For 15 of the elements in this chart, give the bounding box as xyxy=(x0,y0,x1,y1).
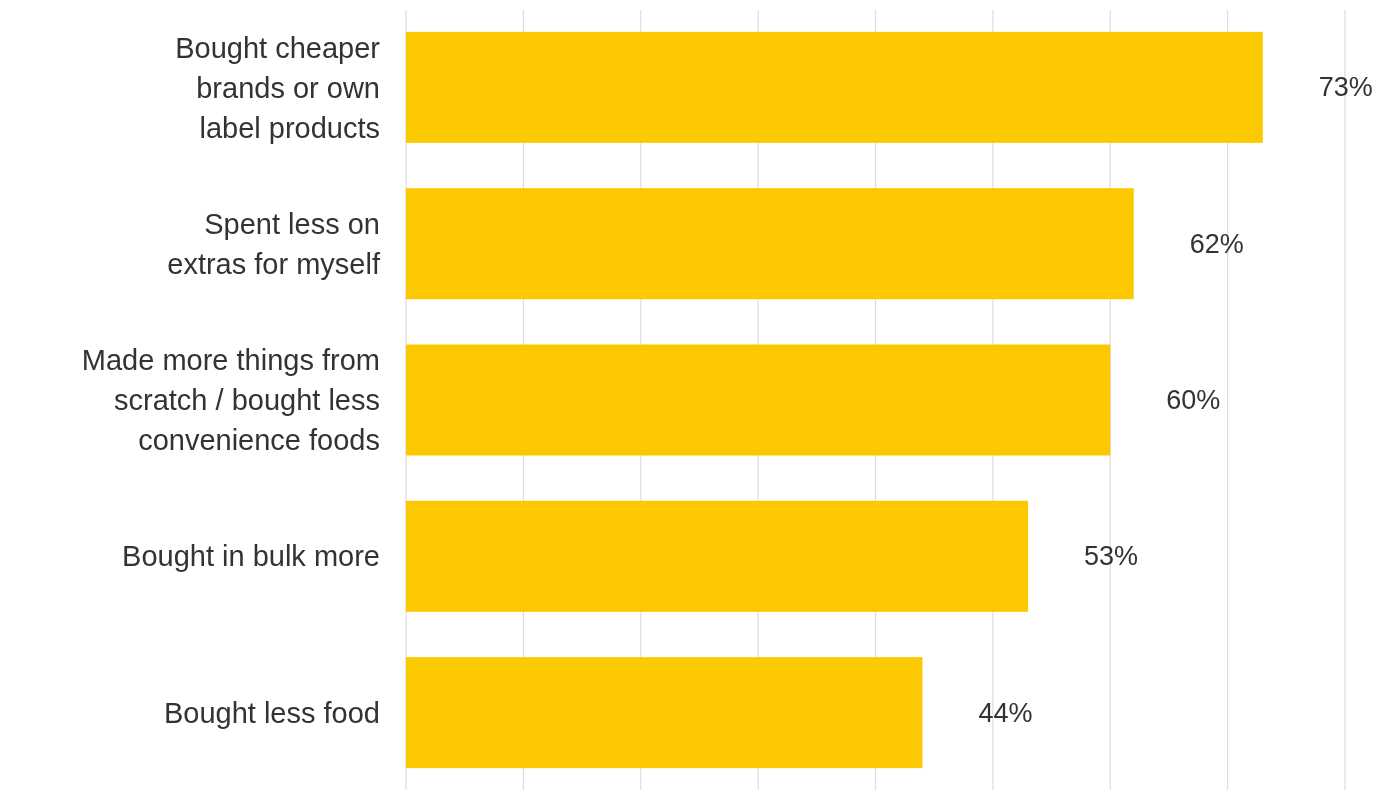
bar xyxy=(406,31,1263,143)
data-label: 73% xyxy=(1318,72,1373,103)
bar xyxy=(406,344,1111,456)
data-label: 53% xyxy=(1084,541,1139,572)
y-tick-label: Bought cheaper brands or own label products xyxy=(175,31,381,144)
bar xyxy=(406,500,1029,612)
data-label: 62% xyxy=(1189,228,1244,259)
data-label: 44% xyxy=(978,697,1033,728)
y-tick-label: Made more things from scratch / bought less convenience foods xyxy=(81,344,380,457)
bar xyxy=(406,188,1134,300)
bar xyxy=(406,657,923,769)
y-tick-label: Bought less food xyxy=(163,696,380,729)
y-tick-label: Spent less on extras for myself xyxy=(167,207,381,280)
y-tick-label: Bought in bulk more xyxy=(122,540,380,573)
data-label: 60% xyxy=(1166,385,1221,415)
